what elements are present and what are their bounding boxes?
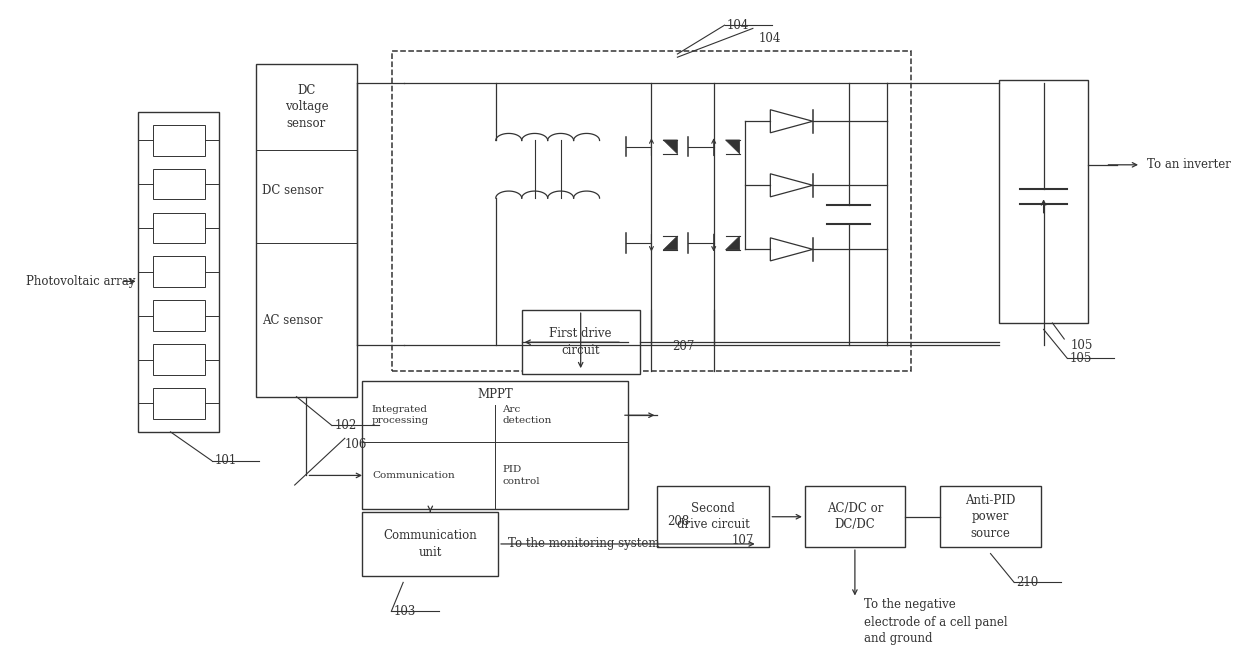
Text: 106: 106: [345, 438, 367, 451]
Text: 107: 107: [732, 534, 754, 547]
Bar: [153, 388, 205, 419]
Text: AC/DC or
DC/DC: AC/DC or DC/DC: [827, 502, 883, 532]
Text: Arc
detection: Arc detection: [502, 405, 552, 426]
Bar: [153, 125, 205, 155]
Text: 207: 207: [672, 339, 696, 352]
Polygon shape: [663, 140, 677, 154]
Text: 103: 103: [394, 604, 417, 617]
Text: 105: 105: [1070, 352, 1092, 365]
Text: To an inverter: To an inverter: [1147, 159, 1230, 172]
Text: DC
voltage
sensor: DC voltage sensor: [285, 84, 329, 130]
Text: Communication
unit: Communication unit: [383, 529, 477, 559]
Text: 104: 104: [727, 19, 749, 32]
Bar: [153, 300, 205, 331]
Text: Communication: Communication: [372, 471, 455, 480]
Bar: [153, 256, 205, 287]
Text: Integrated
processing: Integrated processing: [372, 405, 429, 426]
Text: AC sensor: AC sensor: [262, 313, 322, 326]
Text: 210: 210: [1017, 576, 1039, 589]
Bar: [999, 80, 1087, 323]
Text: Photovoltaic array: Photovoltaic array: [26, 275, 135, 288]
Text: and ground: and ground: [864, 632, 932, 645]
Bar: [362, 512, 498, 576]
Text: To the negative: To the negative: [864, 599, 956, 612]
Bar: [153, 213, 205, 243]
Polygon shape: [725, 140, 740, 154]
Text: 102: 102: [335, 419, 356, 432]
Text: 101: 101: [215, 454, 237, 467]
Bar: [940, 486, 1040, 547]
Text: To the monitoring system: To the monitoring system: [507, 538, 660, 551]
Bar: [153, 344, 205, 375]
Text: First drive
circuit: First drive circuit: [549, 328, 611, 357]
Text: Second
drive circuit: Second drive circuit: [677, 502, 750, 532]
Bar: [392, 51, 911, 371]
Polygon shape: [725, 236, 740, 250]
Text: 104: 104: [759, 31, 781, 44]
Text: MPPT: MPPT: [477, 388, 513, 401]
Bar: [153, 168, 205, 200]
Bar: [257, 64, 357, 396]
Bar: [522, 310, 640, 374]
Bar: [362, 381, 627, 509]
Text: PID
control: PID control: [502, 465, 539, 486]
Polygon shape: [663, 236, 677, 250]
Bar: [805, 486, 905, 547]
Text: 105: 105: [1070, 339, 1092, 352]
Bar: [139, 112, 218, 432]
Text: electrode of a cell panel: electrode of a cell panel: [864, 616, 1008, 629]
Text: Anti-PID
power
source: Anti-PID power source: [965, 494, 1016, 540]
Text: DC sensor: DC sensor: [262, 184, 324, 197]
Text: 208: 208: [667, 515, 689, 528]
Bar: [657, 486, 769, 547]
